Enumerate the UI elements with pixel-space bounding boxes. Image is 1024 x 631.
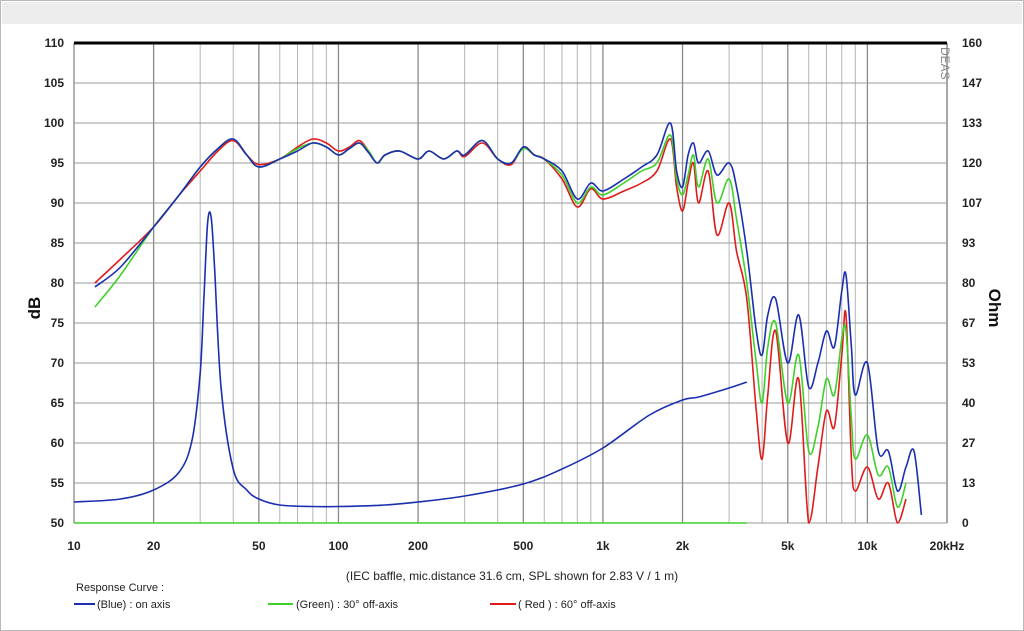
y-right-tick-label: 93 (962, 236, 976, 250)
y-right-tick-label: 107 (962, 196, 982, 210)
y-left-tick-label: 70 (51, 356, 65, 370)
y-right-tick-label: 13 (962, 476, 976, 490)
y-right-tick-label: 80 (962, 276, 976, 290)
legend-title: Response Curve : (76, 582, 164, 594)
y-left-tick-label: 80 (51, 276, 65, 290)
series-spl-60-line (94, 138, 907, 524)
legend-label-red: ( Red ) : 60° off-axis (518, 599, 616, 611)
x-tick-label: 200 (408, 539, 428, 553)
y-left-tick-label: 110 (45, 36, 65, 50)
x-tick-label: 5k (781, 539, 795, 553)
measurement-note: (IEC baffle, mic.distance 31.6 cm, SPL s… (346, 569, 678, 583)
y-left-tick-label: 60 (51, 436, 65, 450)
y-left-tick-label: 95 (51, 156, 65, 170)
curves (73, 122, 923, 524)
y-right-tick-label: 0 (962, 516, 969, 530)
x-tick-label: 50 (252, 539, 266, 553)
y-left-axis-title: dB (25, 297, 44, 320)
grid (73, 42, 948, 524)
x-tick-label: 10 (67, 539, 81, 553)
x-tick-label: 2k (676, 539, 690, 553)
legend-label-blue: (Blue) : on axis (97, 599, 171, 611)
x-tick-label: 100 (328, 539, 348, 553)
y-right-tick-label: 120 (962, 156, 982, 170)
y-right-tick-labels: 0 13 27 40 53 67 80 93 107 120 133 147 160 (962, 36, 982, 530)
y-right-tick-label: 147 (962, 76, 982, 90)
y-left-tick-label: 55 (51, 476, 65, 490)
legend-label-green: (Green) : 30° off-axis (296, 599, 399, 611)
top-band (2, 2, 1022, 24)
x-tick-label: 20 (147, 539, 161, 553)
y-left-tick-labels: 50 55 60 65 70 75 80 85 90 95 100 105 110 (44, 36, 64, 530)
y-left-tick-label: 90 (51, 196, 65, 210)
y-left-tick-label: 75 (51, 316, 65, 330)
series-impedance-line (73, 211, 748, 508)
y-left-tick-label: 65 (51, 396, 65, 410)
y-left-tick-label: 100 (44, 116, 64, 130)
x-tick-labels: 10 20 50 100 200 500 1k 2k 5k 10k 20kHz (67, 539, 964, 553)
y-left-tick-label: 50 (51, 516, 65, 530)
y-right-tick-label: 133 (962, 116, 982, 130)
brand-mark: DEAS (938, 47, 952, 80)
y-right-tick-label: 27 (962, 436, 976, 450)
x-tick-label: 20kHz (930, 539, 965, 553)
y-right-axis-title: Ohm (985, 289, 1004, 328)
y-right-tick-label: 40 (962, 396, 976, 410)
y-right-tick-label: 160 (962, 36, 982, 50)
x-tick-label: 500 (513, 539, 533, 553)
y-left-tick-label: 105 (44, 76, 64, 90)
series-spl-0-line (94, 122, 923, 516)
x-tick-label: 1k (596, 539, 610, 553)
y-right-tick-label: 67 (962, 316, 976, 330)
y-right-tick-label: 53 (962, 356, 976, 370)
legend: Response Curve : (Blue) : on axis (Green… (74, 582, 616, 611)
x-tick-label: 10k (857, 539, 877, 553)
y-left-tick-label: 85 (51, 236, 65, 250)
